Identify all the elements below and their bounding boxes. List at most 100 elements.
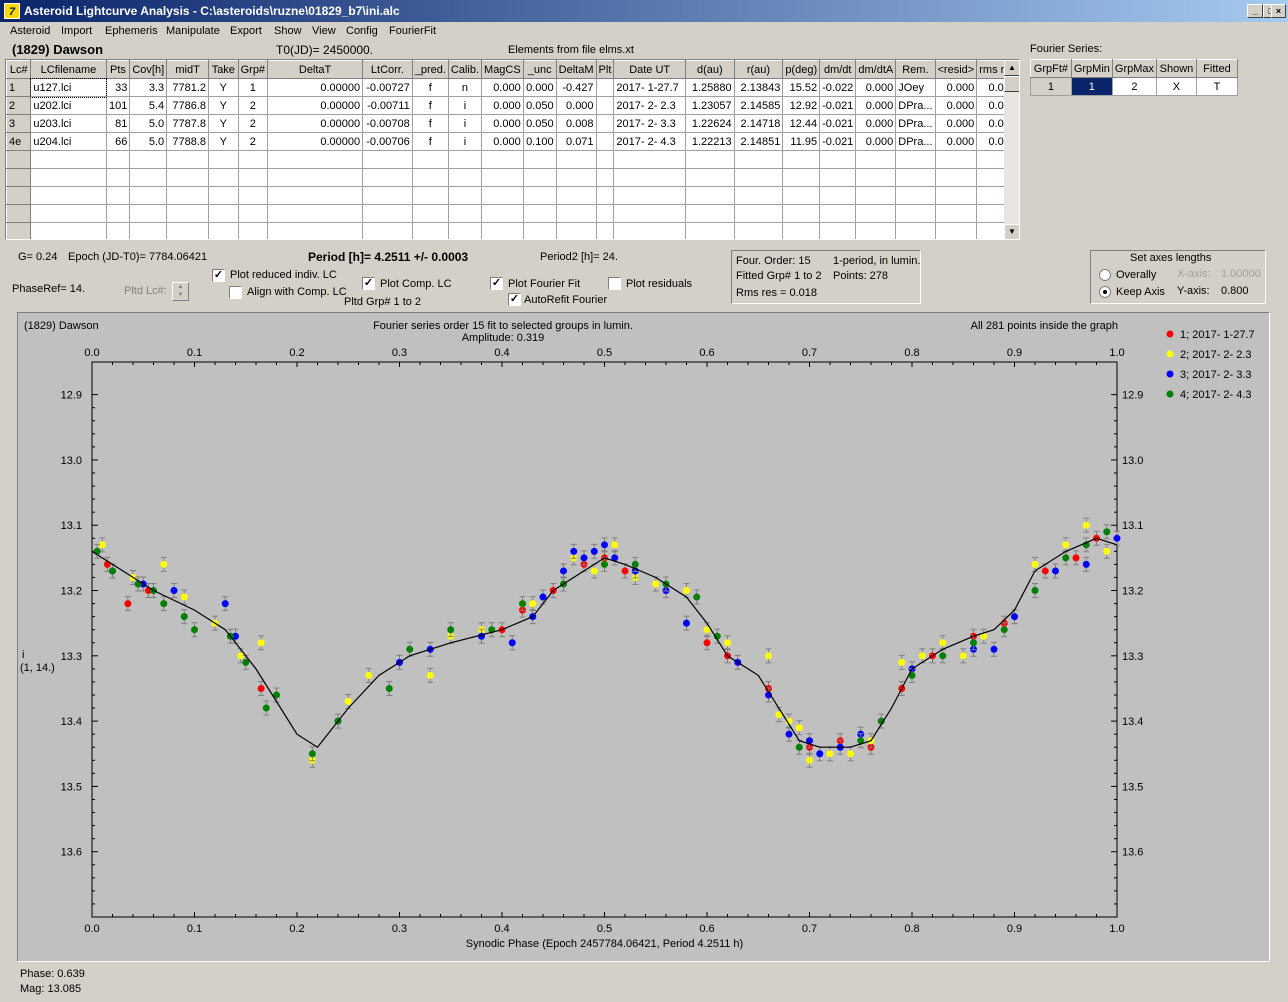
pltd-lc-spinner[interactable]: ▲ ▼ — [172, 282, 189, 301]
lc-col-header[interactable]: LCfilename — [30, 60, 107, 79]
row-header[interactable] — [6, 186, 32, 205]
table-cell[interactable] — [30, 222, 107, 239]
table-cell[interactable]: DPra... — [895, 96, 936, 115]
table-cell[interactable] — [105, 222, 131, 239]
table-cell[interactable]: 0.000 — [555, 96, 597, 115]
table-cell[interactable] — [595, 186, 615, 205]
table-cell[interactable]: -0.427 — [555, 78, 597, 97]
table-cell[interactable] — [481, 222, 524, 239]
table-cell[interactable] — [522, 168, 557, 187]
table-cell[interactable]: u127.lci — [29, 77, 108, 98]
table-cell[interactable]: 12.92 — [782, 96, 821, 115]
table-cell[interactable]: -0.00706 — [362, 132, 413, 151]
lc-col-header[interactable]: <resid> — [934, 60, 978, 79]
lc-col-header[interactable]: DeltaT — [267, 60, 364, 79]
table-cell[interactable]: 0.000 — [855, 96, 897, 115]
lc-col-header[interactable]: DeltaM — [555, 60, 597, 79]
table-cell[interactable] — [30, 204, 107, 223]
lc-col-header[interactable]: Date UT — [613, 60, 686, 79]
table-cell[interactable] — [267, 186, 364, 205]
table-cell[interactable] — [30, 150, 107, 169]
table-cell[interactable]: DPra... — [895, 114, 936, 133]
table-cell[interactable]: 101 — [105, 96, 131, 115]
table-cell[interactable] — [855, 186, 897, 205]
fourier-cell[interactable]: T — [1195, 77, 1239, 96]
table-row[interactable] — [6, 168, 1019, 187]
fourier-cell[interactable]: 2 — [1111, 77, 1158, 96]
table-cell[interactable] — [208, 150, 239, 169]
table-cell[interactable] — [782, 168, 821, 187]
table-cell[interactable] — [555, 204, 597, 223]
table-cell[interactable] — [522, 150, 557, 169]
plot-comp-checkbox[interactable]: ✓ — [362, 277, 375, 290]
table-cell[interactable] — [481, 150, 524, 169]
lc-col-header[interactable]: LtCorr. — [362, 60, 413, 79]
table-cell[interactable]: 1.23057 — [684, 96, 735, 115]
table-cell[interactable]: 0.050 — [522, 114, 557, 133]
lc-table-scrollbar[interactable]: ▲ ▼ — [1004, 60, 1019, 239]
lc-col-header[interactable]: dm/dtA — [855, 60, 897, 79]
table-cell[interactable]: -0.021 — [819, 96, 857, 115]
table-row[interactable]: 3 u203.lci 81 5.0 7787.8 Y 2 0.00000 -0.00708 f i 0… — [6, 114, 1019, 133]
table-cell[interactable] — [684, 204, 735, 223]
table-cell[interactable] — [555, 168, 597, 187]
table-row[interactable]: 2 u202.lci 101 5.4 7786.8 Y 2 0.00000 -0.00711 f i… — [6, 96, 1019, 115]
table-cell[interactable]: f — [411, 78, 449, 97]
table-cell[interactable] — [208, 204, 239, 223]
table-cell[interactable]: 2 — [237, 114, 269, 133]
table-cell[interactable] — [733, 168, 784, 187]
table-cell[interactable]: -0.021 — [819, 114, 857, 133]
table-cell[interactable] — [411, 168, 449, 187]
table-cell[interactable] — [782, 204, 821, 223]
table-cell[interactable] — [522, 222, 557, 239]
table-cell[interactable]: 2017- 2- 4.3 — [613, 132, 686, 151]
table-cell[interactable]: u204.lci — [30, 132, 107, 151]
table-cell[interactable]: 1.22213 — [684, 132, 735, 151]
keep-axis-radio[interactable] — [1099, 286, 1111, 298]
lc-col-header[interactable]: _unc — [522, 60, 557, 79]
table-cell[interactable] — [166, 150, 210, 169]
table-cell[interactable]: i — [447, 96, 483, 115]
table-row[interactable]: 4e u204.lci 66 5.0 7788.8 Y 2 0.00000 -0.00706 f i… — [6, 132, 1019, 151]
table-cell[interactable] — [782, 150, 821, 169]
table-cell[interactable] — [362, 150, 413, 169]
xaxis-value[interactable]: 1.00000 — [1221, 268, 1261, 280]
table-cell[interactable] — [208, 186, 239, 205]
table-cell[interactable] — [166, 168, 210, 187]
table-cell[interactable] — [613, 204, 686, 223]
table-cell[interactable] — [684, 222, 735, 239]
table-cell[interactable] — [595, 114, 615, 133]
table-cell[interactable] — [934, 222, 978, 239]
menu-config[interactable]: Config — [346, 25, 378, 37]
table-cell[interactable] — [819, 222, 857, 239]
table-row[interactable] — [6, 222, 1019, 239]
table-cell[interactable] — [208, 168, 239, 187]
table-cell[interactable] — [237, 150, 269, 169]
table-cell[interactable]: 0.00000 — [267, 78, 364, 97]
table-cell[interactable]: 3.3 — [129, 78, 168, 97]
lc-col-header[interactable]: MagCS — [481, 60, 524, 79]
table-cell[interactable] — [447, 186, 483, 205]
table-cell[interactable] — [819, 204, 857, 223]
table-cell[interactable] — [684, 150, 735, 169]
spinner-up-icon[interactable]: ▲ — [177, 284, 184, 290]
lc-col-header[interactable]: Lc# — [6, 60, 32, 79]
table-cell[interactable] — [522, 204, 557, 223]
table-cell[interactable]: 0.000 — [522, 78, 557, 97]
table-cell[interactable]: DPra... — [895, 132, 936, 151]
table-cell[interactable] — [595, 150, 615, 169]
close-button[interactable]: × — [1271, 4, 1286, 18]
table-cell[interactable] — [855, 204, 897, 223]
table-cell[interactable]: f — [411, 114, 449, 133]
table-cell[interactable]: -0.00711 — [362, 96, 413, 115]
table-cell[interactable]: 2017- 2- 3.3 — [613, 114, 686, 133]
table-cell[interactable]: 2 — [237, 96, 269, 115]
table-cell[interactable] — [237, 186, 269, 205]
table-cell[interactable]: 0.008 — [555, 114, 597, 133]
table-cell[interactable] — [684, 168, 735, 187]
table-cell[interactable] — [895, 186, 936, 205]
lc-col-header[interactable]: Rem. — [895, 60, 936, 79]
table-cell[interactable] — [613, 168, 686, 187]
table-cell[interactable] — [129, 186, 168, 205]
table-cell[interactable] — [481, 186, 524, 205]
